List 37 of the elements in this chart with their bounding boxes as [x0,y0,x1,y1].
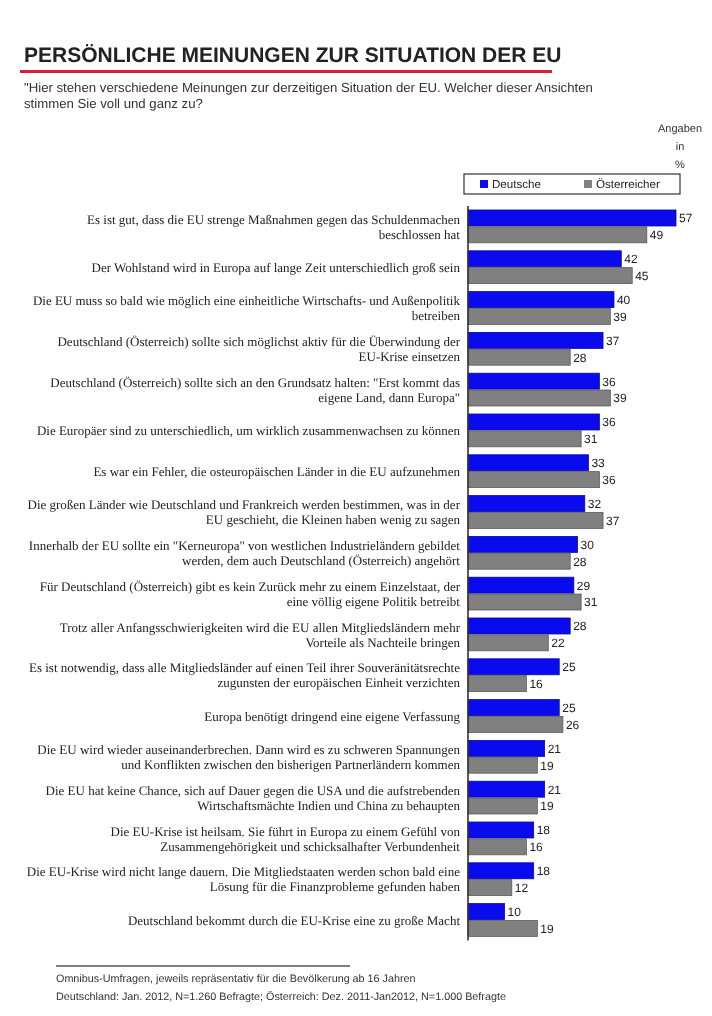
bar [467,617,571,635]
bar [467,332,604,349]
bar [467,675,527,692]
bar [467,267,633,284]
bar [467,308,611,325]
bar [467,658,560,676]
bar [467,226,648,244]
bar [467,699,560,716]
bar [467,903,505,920]
bar [467,740,546,757]
bar [467,209,677,227]
bar [467,471,600,488]
bar [467,838,527,856]
bar [467,879,513,896]
bar [467,495,586,512]
bar [467,454,589,472]
bar [467,756,538,774]
bar [467,797,538,815]
bar [467,920,538,937]
bar [467,430,582,448]
bar [467,821,535,839]
bar [467,372,600,390]
bar [467,634,549,652]
bar [467,576,575,594]
bar [467,593,582,611]
bar [467,389,611,407]
bar [467,862,535,880]
bar [467,413,600,431]
bar [467,780,546,798]
bar [467,552,571,570]
bar [467,536,578,553]
bar [467,291,615,308]
bar [467,512,604,529]
bar [467,250,622,268]
bar [467,716,564,733]
text: PERSÖNLICHE MEINUNGEN ZUR SITUATION DER EU [24,44,562,68]
bar [467,348,571,366]
